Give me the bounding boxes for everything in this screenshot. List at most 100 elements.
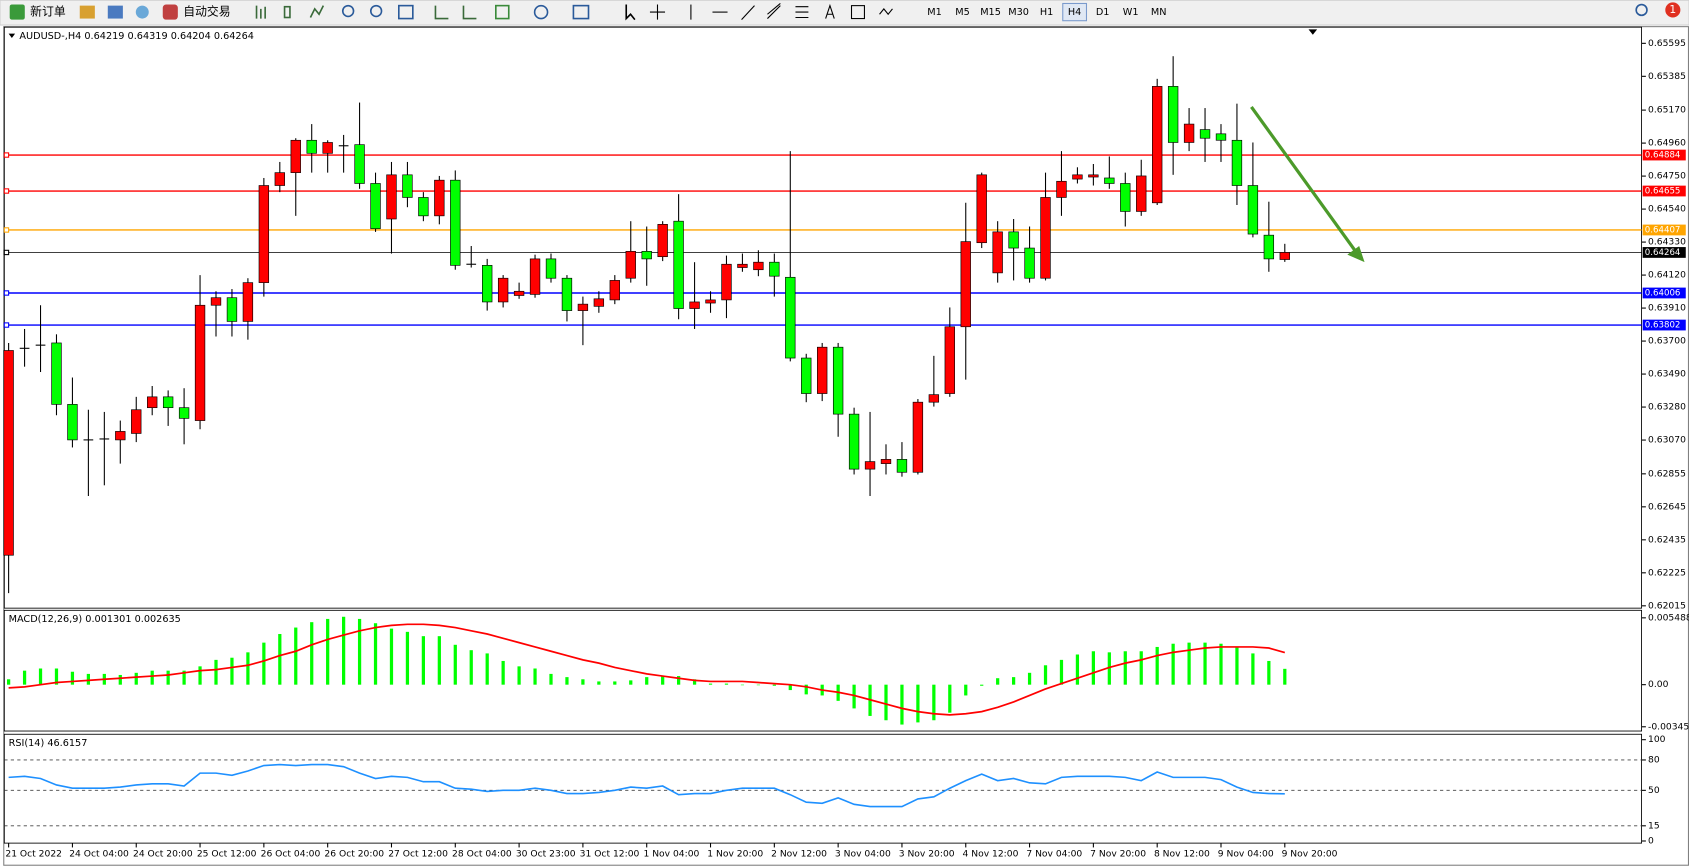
zoom-in-icon[interactable] — [341, 4, 355, 18]
crosshair-icon[interactable] — [649, 4, 666, 20]
level-marker — [3, 152, 10, 158]
macd-bar — [246, 652, 250, 685]
tile-icon[interactable] — [397, 4, 414, 20]
autoscroll-icon[interactable] — [434, 5, 449, 20]
y-tick-label: 0.005488 — [1648, 612, 1689, 623]
macd-bar — [326, 618, 330, 685]
macd-bar — [884, 684, 888, 721]
candle-body — [1136, 175, 1147, 212]
timeframe-button[interactable]: M30 — [1008, 7, 1029, 18]
timeframe-button[interactable]: MN — [1151, 7, 1167, 18]
chart-shift-icon[interactable] — [462, 5, 477, 20]
periods-icon[interactable] — [533, 4, 549, 20]
candle-body — [880, 459, 892, 464]
macd-panel — [3, 609, 1643, 732]
auto-trading-button[interactable]: 自动交易 — [183, 5, 230, 19]
new-order-icon[interactable] — [9, 4, 25, 20]
new-order-button[interactable]: 新订单 — [30, 5, 66, 19]
y-tick-label: 0.00 — [1648, 679, 1669, 690]
macd-bar — [900, 684, 904, 725]
macd-bar — [533, 668, 537, 685]
timeframe-button[interactable]: M5 — [955, 7, 970, 18]
candle-body — [657, 224, 668, 258]
level-marker — [3, 249, 10, 256]
candle-body — [1072, 174, 1083, 180]
macd-bar — [740, 684, 745, 686]
indicators-icon[interactable] — [495, 4, 510, 20]
toolbar-icon[interactable] — [135, 5, 149, 19]
candle-body — [1088, 174, 1099, 178]
macd-bar — [980, 684, 984, 686]
macd-bar — [198, 666, 202, 685]
y-tick-label: 80 — [1648, 754, 1660, 765]
macd-bar — [964, 684, 968, 696]
candle-body — [1215, 133, 1227, 141]
candle-body — [1008, 231, 1019, 249]
candle-body — [864, 461, 876, 470]
last-open: 0.64219 — [84, 31, 124, 42]
macd-bar — [150, 670, 154, 685]
y-tick-label: 100 — [1648, 734, 1666, 745]
templates-icon[interactable] — [572, 4, 590, 20]
arrow-head — [1347, 245, 1365, 263]
fibo-icon[interactable] — [795, 6, 809, 19]
macd-bar — [804, 684, 808, 695]
timeframe-button[interactable]: H4 — [1068, 7, 1081, 18]
trendline-icon[interactable] — [741, 5, 755, 21]
macd-bar — [389, 628, 394, 685]
bar-chart-icon[interactable] — [255, 5, 266, 19]
candle-body — [322, 142, 333, 154]
macd-bar — [756, 684, 760, 686]
y-tick-label: 0.65595 — [1648, 38, 1686, 49]
timeframe-button[interactable]: D1 — [1096, 7, 1110, 18]
candle-body — [418, 197, 429, 217]
candle-body — [1199, 129, 1211, 139]
y-tick-label: 0.63910 — [1648, 303, 1686, 314]
toolbar-icon[interactable] — [107, 5, 123, 19]
arrows-icon[interactable] — [879, 8, 893, 16]
macd-bar — [1187, 642, 1191, 685]
macd-bar — [677, 676, 681, 685]
notification-badge[interactable] — [1665, 2, 1681, 18]
macd-bar — [485, 653, 489, 685]
search-icon[interactable] — [1635, 3, 1648, 17]
candle-body — [258, 185, 270, 283]
macd-bar — [613, 681, 617, 685]
candle-body — [529, 258, 541, 295]
active-timeframe[interactable] — [1062, 2, 1088, 22]
y-tick-label: 0.63490 — [1648, 369, 1686, 380]
level-label-box — [1642, 247, 1686, 258]
candle-body — [753, 261, 764, 271]
level-label: 0.64884 — [1645, 151, 1681, 161]
line-chart-icon[interactable] — [309, 5, 325, 18]
notification-count: 1 — [1669, 3, 1676, 16]
timeframe-button[interactable]: H1 — [1040, 7, 1053, 18]
x-tick-label: 31 Oct 12:00 — [580, 848, 640, 859]
candle-body — [641, 251, 652, 260]
macd-bar — [852, 684, 856, 709]
cursor-icon[interactable] — [625, 4, 636, 21]
text-icon[interactable] — [825, 3, 835, 19]
channel-icon[interactable] — [767, 3, 781, 19]
auto-trading-icon[interactable] — [162, 4, 178, 20]
candle-icon[interactable] — [283, 5, 291, 19]
candle-body — [593, 298, 605, 307]
y-tick-label: 0.62435 — [1648, 534, 1686, 545]
collapse-marker — [8, 33, 16, 38]
candle-body — [210, 297, 222, 306]
x-tick-label: 7 Nov 04:00 — [1026, 848, 1082, 859]
timeframe-button[interactable]: W1 — [1123, 7, 1139, 18]
candle-body — [274, 172, 285, 186]
candle-body — [689, 301, 700, 309]
candle-body — [705, 299, 716, 304]
timeframe-button[interactable]: M15 — [980, 7, 1001, 18]
trend-arrow — [1250, 106, 1365, 263]
zoom-out-icon[interactable] — [369, 4, 383, 18]
toolbar-icon[interactable] — [79, 5, 95, 19]
macd-bar — [1283, 668, 1287, 685]
candle-body — [162, 396, 174, 409]
x-tick-label: 28 Oct 04:00 — [452, 848, 512, 859]
label-icon[interactable] — [850, 5, 865, 20]
timeframe-button[interactable]: M1 — [927, 7, 942, 18]
